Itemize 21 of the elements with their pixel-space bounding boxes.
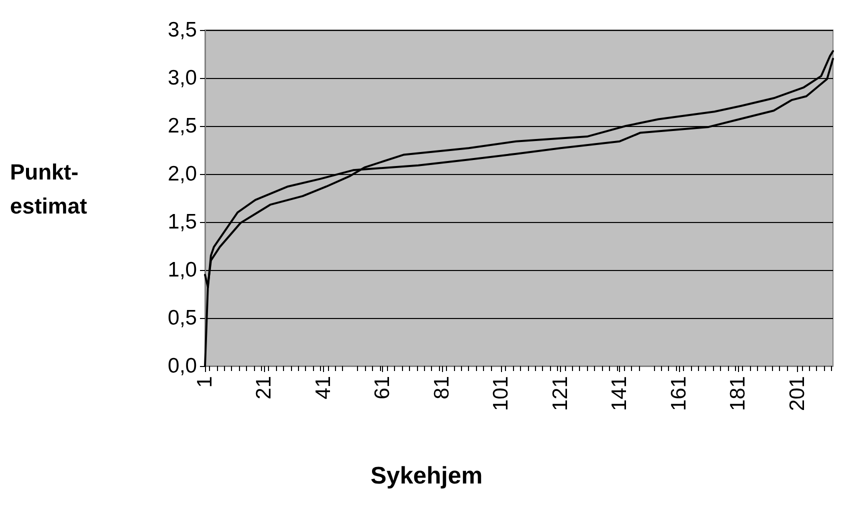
x-tick-label: 21 [252,376,276,400]
x-tick-label: 201 [786,376,809,412]
y-tick-label: 1,0 [168,258,197,282]
y-tick-label: 0,5 [168,306,197,330]
x-tick-label: 121 [548,376,572,412]
x-axis-title: Sykehjem [370,462,483,490]
x-tick-label: 81 [430,376,454,400]
y-tick-label: 1,5 [168,210,197,234]
y-tick-label: 2,5 [168,114,197,138]
x-tick-label: 141 [608,376,632,412]
y-tick-label: 2,0 [168,162,197,186]
x-tick-label: 41 [312,376,335,400]
y-tick-label: 3,5 [168,18,197,42]
y-tick-label: 3,0 [168,66,197,90]
x-tick-label: 161 [667,376,690,412]
x-tick-label: 61 [371,376,394,400]
x-tick-label: 181 [726,376,750,412]
x-tick-label: 1 [194,376,216,388]
y-axis-title: Punkt- estimat [10,160,88,218]
x-tick-label: 101 [490,376,513,412]
y-tick-label: 0,0 [168,354,197,378]
